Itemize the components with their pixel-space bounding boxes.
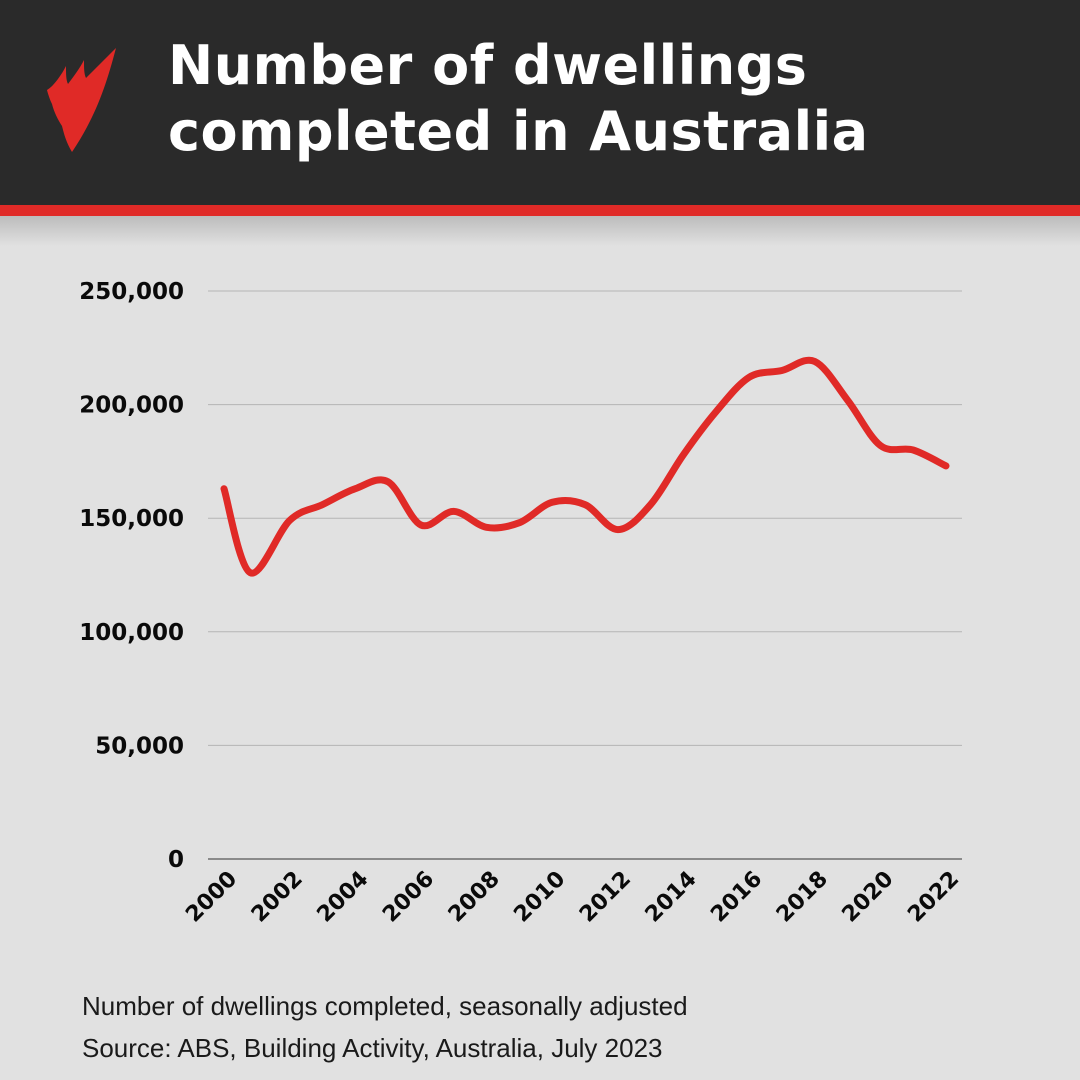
x-tick-label: 2004 xyxy=(313,867,374,928)
x-tick-label: 2012 xyxy=(575,867,636,928)
x-tick-label: 2022 xyxy=(903,867,964,928)
accent-stripe xyxy=(0,205,1080,216)
series-line xyxy=(220,356,950,577)
page-title: Number of dwellings completed in Austral… xyxy=(168,33,869,165)
x-tick-label: 2018 xyxy=(772,867,833,928)
chart-footer: Number of dwellings completed, seasonall… xyxy=(82,985,688,1069)
x-tick-label: 2002 xyxy=(247,867,308,928)
title-line-1: Number of dwellings xyxy=(168,34,808,97)
y-tick-label: 150,000 xyxy=(79,506,184,532)
sbs-logo-icon xyxy=(47,48,116,152)
footer-source: Source: ABS, Building Activity, Australi… xyxy=(82,1033,663,1063)
y-tick-label: 50,000 xyxy=(95,733,184,759)
x-tick-label: 2008 xyxy=(444,867,505,928)
title-line-2: completed in Australia xyxy=(168,100,869,163)
x-tick-label: 2010 xyxy=(509,867,570,928)
gridlines xyxy=(208,290,962,860)
x-tick-label: 2020 xyxy=(838,867,899,928)
header-bar: Number of dwellings completed in Austral… xyxy=(0,0,1080,205)
x-tick-label: 2014 xyxy=(641,867,702,928)
x-axis-ticks: 2000 2002 2004 2006 2008 2010 2012 2014 2016 2018… xyxy=(181,867,964,928)
y-tick-label: 250,000 xyxy=(79,279,184,305)
y-tick-label: 0 xyxy=(168,847,184,873)
footer-note: Number of dwellings completed, seasonall… xyxy=(82,991,688,1021)
header-shadow xyxy=(0,216,1080,246)
x-tick-label: 2000 xyxy=(181,867,242,928)
x-tick-label: 2016 xyxy=(706,867,767,928)
y-axis-ticks: 0 50,000 100,000 150,000 200,000 250,000 xyxy=(79,279,184,873)
y-tick-label: 100,000 xyxy=(79,620,184,646)
x-tick-label: 2006 xyxy=(378,867,439,928)
y-tick-label: 200,000 xyxy=(79,393,184,419)
